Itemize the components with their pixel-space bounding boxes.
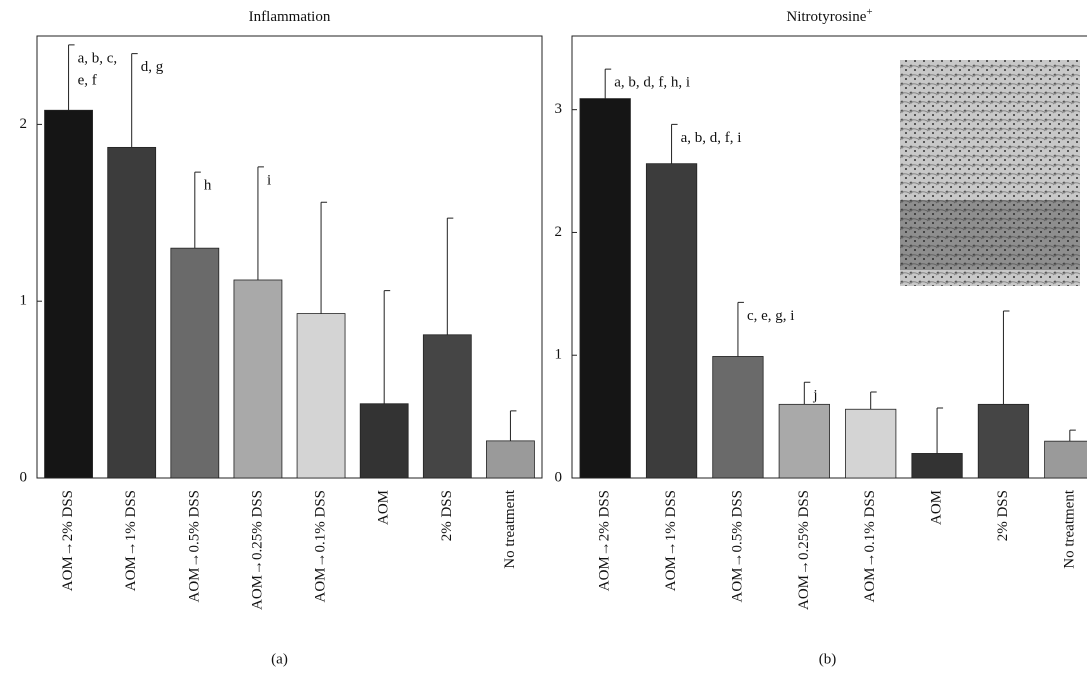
error-bar	[384, 291, 390, 404]
x-tick-label: AOM→2% DSS	[60, 490, 76, 591]
x-tick-label: AOM→1% DSS	[123, 490, 139, 591]
error-bar	[871, 392, 877, 409]
significance-label: e, f	[78, 72, 97, 88]
error-bar	[1070, 430, 1076, 441]
title-text: Nitrotyrosine	[786, 9, 866, 25]
y-tick-label: 3	[555, 101, 563, 117]
error-bar	[447, 218, 453, 335]
y-tick-label: 0	[555, 469, 563, 485]
bar	[1045, 441, 1087, 478]
bar	[779, 404, 829, 478]
title-superscript: +	[866, 6, 872, 18]
title-text: Inflammation	[249, 9, 331, 25]
x-tick-label: AOM	[929, 490, 945, 525]
bar	[486, 441, 534, 478]
error-bar	[69, 45, 75, 110]
bar	[912, 453, 962, 478]
bar	[45, 110, 93, 478]
significance-label: c, e, g, i	[747, 308, 794, 324]
significance-label: d, g	[141, 59, 164, 75]
panel-label: (b)	[819, 651, 837, 667]
panel-label: (a)	[271, 651, 288, 667]
y-tick-label: 1	[555, 347, 563, 363]
chart-title: Nitrotyrosine+	[786, 6, 872, 26]
error-bar	[804, 382, 810, 404]
error-bar	[738, 302, 744, 356]
x-tick-label: AOM→0.5% DSS	[186, 490, 202, 603]
x-tick-label: AOM→1% DSS	[663, 490, 679, 591]
significance-label: i	[267, 172, 271, 188]
bar	[360, 404, 408, 478]
x-tick-label: AOM→0.25% DSS	[796, 490, 812, 610]
bar	[978, 404, 1028, 478]
x-tick-label: AOM	[376, 490, 392, 525]
bar	[297, 314, 345, 478]
x-tick-label: AOM→0.1% DSS	[313, 490, 329, 603]
bar	[845, 409, 895, 478]
error-bar	[937, 408, 943, 453]
error-bar	[605, 69, 611, 98]
bar	[171, 248, 219, 478]
micrograph-inset	[900, 60, 1080, 286]
error-bar	[132, 54, 138, 148]
significance-label: a, b, d, f, i	[681, 130, 742, 146]
significance-label: a, b, d, f, h, i	[614, 75, 690, 91]
error-bar	[672, 124, 678, 163]
error-bar	[195, 172, 201, 248]
x-tick-label: No treatment	[1061, 489, 1077, 569]
y-tick-label: 1	[20, 293, 28, 309]
chart-title: Inflammation	[249, 9, 331, 25]
x-tick-label: 2% DSS	[995, 490, 1011, 541]
bar	[108, 147, 156, 478]
error-bar	[510, 411, 516, 441]
x-tick-label: AOM→0.25% DSS	[249, 490, 265, 610]
y-tick-label: 0	[20, 469, 28, 485]
bar	[234, 280, 282, 478]
x-tick-label: No treatment	[502, 489, 518, 569]
figure: Inflammation (a) 0 1 2 AOM→2% DSS a, b, c, e, f…	[0, 0, 1087, 677]
x-tick-label: 2% DSS	[439, 490, 455, 541]
error-bar	[1003, 311, 1009, 404]
y-tick-label: 2	[555, 224, 563, 240]
x-tick-label: AOM→2% DSS	[597, 490, 613, 591]
error-bar	[321, 202, 327, 313]
bar	[646, 164, 696, 478]
significance-label: a, b, c,	[78, 50, 118, 66]
bar	[423, 335, 471, 478]
bar	[580, 99, 630, 478]
significance-label: h	[204, 178, 212, 194]
x-tick-label: AOM→0.5% DSS	[729, 490, 745, 603]
bar	[713, 356, 763, 478]
error-bar	[258, 167, 264, 280]
significance-label: j	[812, 388, 817, 404]
x-tick-label: AOM→0.1% DSS	[862, 490, 878, 603]
y-tick-label: 2	[20, 116, 28, 132]
